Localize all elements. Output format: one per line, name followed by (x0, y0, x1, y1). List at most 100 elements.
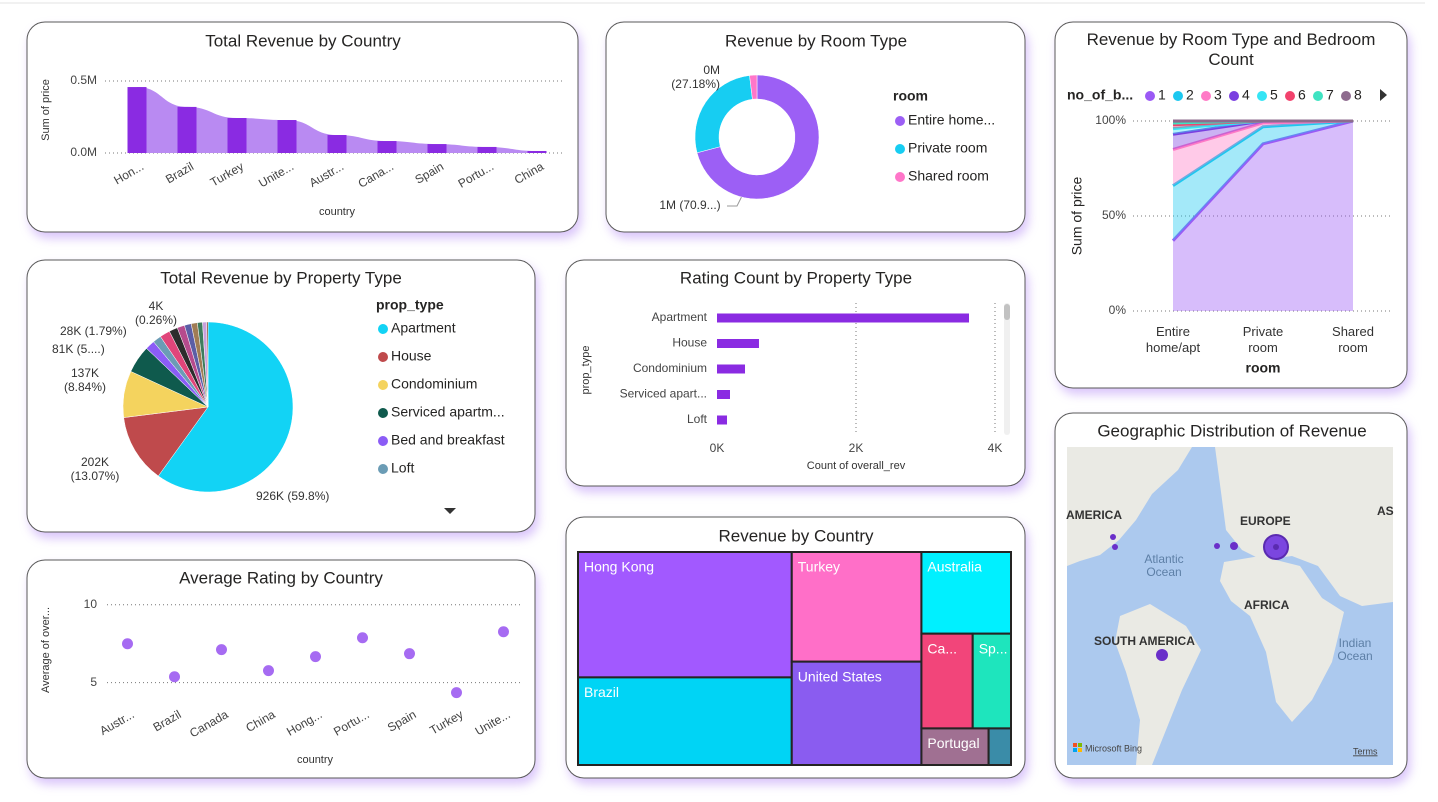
y-axis-title: prop_type (580, 346, 592, 395)
scrollbar-track (1004, 303, 1010, 435)
legend-marker (378, 380, 388, 390)
legend-scroll-arrow[interactable] (444, 508, 456, 514)
bar (377, 141, 397, 153)
legend-marker (1201, 91, 1211, 101)
y-tick-label: 0.5M (70, 73, 97, 87)
map-bubble[interactable] (1214, 543, 1220, 549)
bar (717, 415, 728, 425)
tile-label: Australia (927, 559, 982, 575)
map-label-box: AS (1377, 505, 1394, 518)
tile-label: Hong Kong (584, 559, 654, 575)
y-tick-label: 0.0M (70, 145, 97, 159)
data-label-box: 0M (27.18%) (671, 63, 720, 92)
data-label: 1M (70.9...) (659, 198, 721, 212)
map-terms-link[interactable]: Terms (1353, 746, 1378, 756)
dot (122, 638, 133, 650)
y-tick-label: 50% (1102, 208, 1126, 222)
legend-marker (895, 116, 905, 126)
legend-label: Private room (908, 140, 987, 156)
bar (277, 120, 297, 153)
bar (227, 118, 247, 153)
bar (717, 339, 759, 348)
x-tick-label: Private room (1242, 324, 1284, 355)
dot (216, 644, 227, 656)
x-axis-title: country (297, 754, 334, 766)
legend-label: 2 (1186, 87, 1194, 103)
map-label: AFRICA (1244, 599, 1290, 612)
x-tick-label: Shared room (1332, 324, 1374, 355)
panel (1054, 21, 1408, 389)
map-land (1115, 604, 1201, 765)
map-label: Indian Ocean (1337, 637, 1373, 663)
chart-title: Rating Count by Property Type (680, 268, 912, 287)
legend-label: Serviced apartm... (391, 404, 505, 420)
donut-slice (749, 74, 758, 100)
y-tick-label: Loft (687, 412, 708, 426)
data-label: 137K (8.84%) (63, 366, 107, 395)
map-land (1067, 447, 1192, 566)
treemap-tile (577, 551, 793, 679)
x-tick-label: 4K (988, 441, 1003, 455)
y-tick-label: 10 (84, 597, 98, 611)
data-label-box: 137K (8.84%) (63, 366, 107, 395)
map-label-box: AMERICA (1066, 509, 1122, 522)
bar (717, 364, 746, 374)
data-label: 28K (1.79%) (60, 324, 127, 338)
y-axis-title: Sum of price (1069, 176, 1085, 255)
dot (404, 648, 415, 660)
legend-marker (1257, 91, 1267, 101)
legend-label: Entire home... (908, 112, 995, 128)
bing-logo (1073, 743, 1077, 747)
y-tick-label: Condominium (633, 361, 707, 375)
area-line (1171, 119, 1354, 242)
legend-marker (1341, 91, 1351, 101)
y-tick-label: 0% (1109, 303, 1127, 317)
legend-label: 4 (1242, 87, 1250, 103)
dot (498, 626, 509, 638)
scrollbar-thumb[interactable] (1004, 304, 1010, 320)
map-bubble[interactable] (1110, 534, 1116, 540)
dot (357, 632, 368, 644)
bing-logo (1078, 743, 1082, 747)
chart-title: Revenue by Room Type and Bedroom Count (1086, 30, 1376, 70)
tile-label: Brazil (584, 684, 619, 700)
map-label-box: SOUTH AMERICA (1094, 635, 1195, 648)
data-label-box: 1M (70.9...) (659, 198, 721, 212)
tile-label: Sp... (979, 640, 1008, 656)
data-label-box: 926K (59.8%) (256, 489, 329, 503)
area (1173, 121, 1353, 241)
legend-marker (895, 144, 905, 154)
data-label-box: 28K (1.79%) (60, 324, 127, 338)
map-label-box: Atlantic Ocean (1144, 553, 1183, 579)
legend-label: Bed and breakfast (391, 432, 505, 448)
map-label: AS (1377, 505, 1394, 518)
legend-label: 1 (1158, 87, 1166, 103)
data-label: 0M (27.18%) (671, 63, 720, 92)
legend-next-arrow[interactable] (1380, 89, 1387, 101)
chart-title-box: Revenue by Room Type and Bedroom Count (1086, 30, 1376, 70)
legend-label: Shared room (908, 168, 989, 184)
legend-marker (1173, 91, 1183, 101)
bing-logo (1078, 748, 1082, 752)
map[interactable] (1067, 447, 1393, 765)
leader-line (727, 195, 743, 207)
data-label: 202K (13.07%) (70, 455, 120, 484)
map-bubble[interactable] (1156, 649, 1168, 661)
tile-label: Turkey (798, 559, 840, 575)
legend-marker (895, 172, 905, 182)
bar (327, 135, 347, 153)
map-label-box: AFRICA (1244, 599, 1290, 612)
bar (527, 150, 547, 153)
bar (717, 313, 970, 323)
x-axis-title: Count of overall_rev (807, 460, 906, 472)
map-attribution: Microsoft Bing (1085, 743, 1142, 753)
tile-label: Ca... (927, 640, 957, 656)
area (1173, 121, 1353, 135)
map-label-box: EUROPE (1240, 515, 1291, 528)
map-bubble[interactable] (1112, 544, 1118, 550)
x-tick-label: Entire home/apt (1145, 324, 1201, 355)
panel (26, 559, 536, 779)
map-bubble[interactable] (1230, 542, 1238, 550)
legend-label: House (391, 348, 432, 364)
